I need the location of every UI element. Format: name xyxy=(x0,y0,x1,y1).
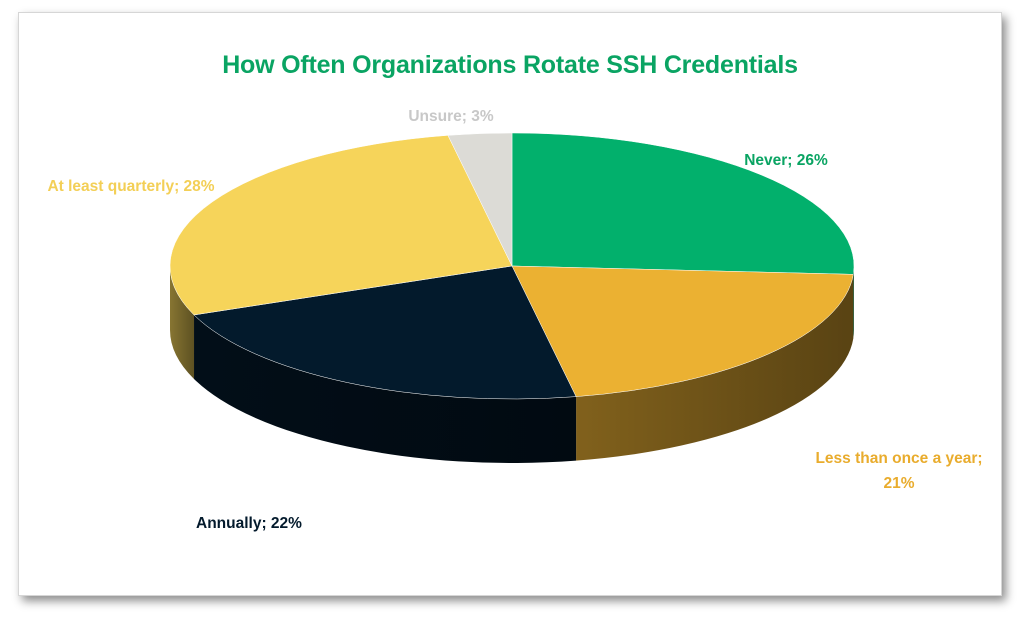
pie-slice-never xyxy=(511,132,855,275)
pie-tops xyxy=(169,132,855,400)
data-label-less-than-once-a-year: Less than once a year; 21% xyxy=(815,450,982,492)
pie-sides xyxy=(170,266,854,463)
data-label-annually: Annually; 22% xyxy=(196,515,302,532)
data-label-at-least-quarterly: At least quarterly; 28% xyxy=(47,178,214,195)
pie-side-at-least-quarterly xyxy=(170,266,195,379)
data-label-unsure: Unsure; 3% xyxy=(408,108,493,125)
pie-slice-unsure xyxy=(447,132,513,267)
data-label-never: Never; 26% xyxy=(744,152,828,169)
pie-slice-annually xyxy=(193,265,577,400)
pie-side-annually xyxy=(194,314,577,463)
pie-slice-less-than-once-a-year xyxy=(511,265,854,397)
pie-labels: Never; 26% Less than once a year; 21% Annua… xyxy=(47,108,982,532)
pie-side-less-than-once-a-year xyxy=(576,274,854,461)
pie-slice-at-least-quarterly xyxy=(169,135,513,316)
pie-side-never xyxy=(853,266,854,339)
chart-title: How Often Organizations Rotate SSH Crede… xyxy=(222,51,798,79)
